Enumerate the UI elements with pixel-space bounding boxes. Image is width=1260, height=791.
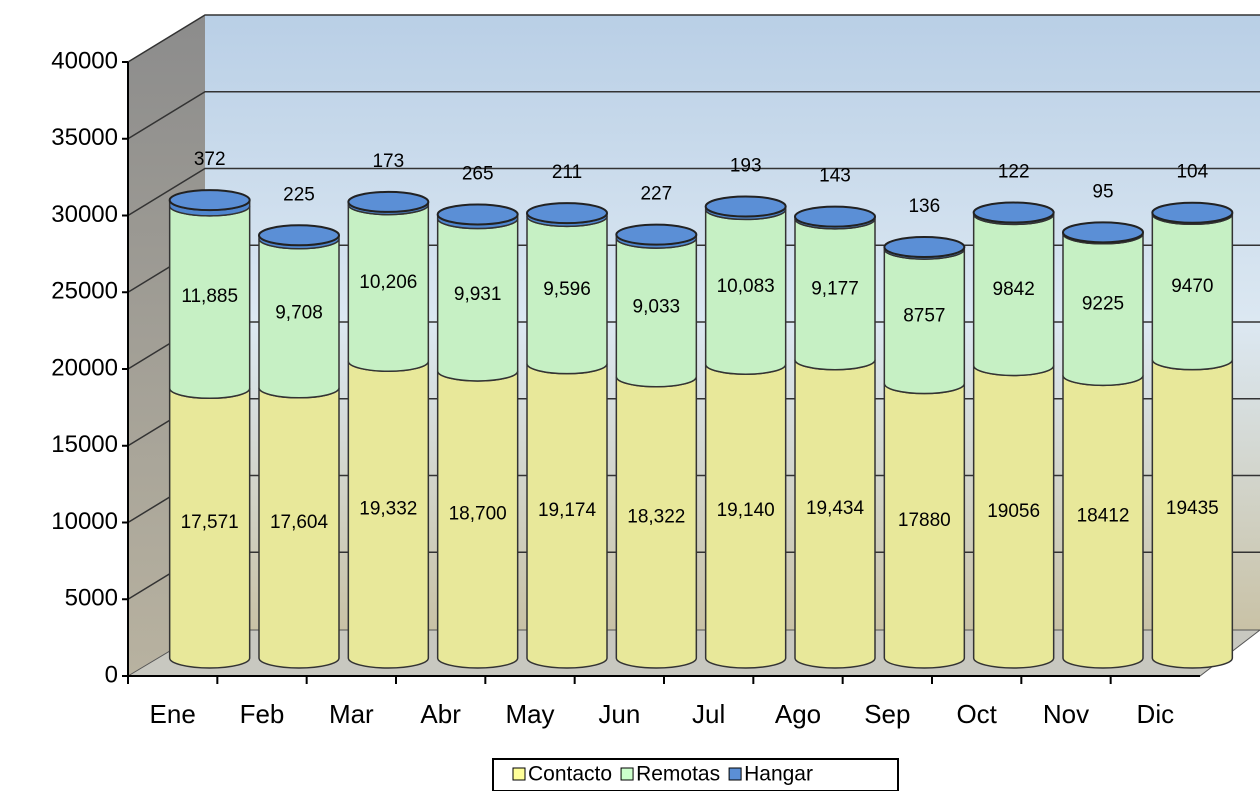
bar-cap — [972, 201, 1055, 224]
value-label: 9,177 — [811, 278, 859, 299]
bar-cap — [1062, 221, 1144, 244]
x-tick-label: Nov — [1043, 699, 1089, 729]
value-label: 19056 — [987, 501, 1040, 522]
value-label: 9,596 — [543, 279, 591, 300]
bar-cap — [1151, 201, 1234, 224]
value-label: 95 — [1092, 181, 1113, 202]
bar-cap — [794, 205, 876, 228]
legend-items: Contacto Remotas Hangar — [512, 763, 813, 786]
x-tick-label: Ago — [775, 699, 821, 729]
value-label: 10,083 — [717, 276, 775, 297]
legend-swatch — [728, 767, 742, 781]
y-tick-label: 25000 — [51, 278, 118, 305]
legend-swatch — [512, 767, 526, 781]
value-label: 11,885 — [181, 286, 238, 307]
legend-label: Contacto — [528, 763, 612, 786]
value-label: 10,206 — [359, 272, 417, 293]
y-tick-label: 5000 — [65, 585, 118, 612]
value-label: 9,931 — [454, 284, 502, 305]
y-tick-label: 40000 — [51, 47, 118, 74]
x-tick-label: Jul — [692, 699, 725, 729]
value-label: 193 — [730, 155, 762, 176]
bar-cap — [526, 202, 608, 225]
value-label: 18412 — [1077, 506, 1130, 527]
value-label: 18,700 — [449, 503, 507, 524]
x-tick-label: Ene — [150, 699, 196, 729]
y-tick-label: 10000 — [51, 508, 118, 535]
value-label: 225 — [283, 184, 315, 205]
value-label: 122 — [998, 162, 1030, 183]
bar-cap — [347, 190, 430, 213]
value-label: 143 — [819, 166, 851, 187]
y-tick-label: 0 — [105, 661, 118, 688]
bars — [168, 189, 1234, 669]
value-label: 9842 — [993, 279, 1035, 300]
value-label: 17,604 — [270, 512, 329, 533]
bar-cap — [258, 224, 340, 247]
value-label: 173 — [372, 151, 404, 172]
grid-line — [127, 167, 1260, 217]
value-label: 372 — [194, 149, 226, 170]
value-label: 9470 — [1171, 276, 1213, 297]
grid-line — [127, 91, 1260, 140]
value-label: 9,708 — [275, 302, 323, 323]
value-label: 19,140 — [717, 500, 775, 521]
y-tick-label: 30000 — [51, 201, 118, 228]
value-label: 8757 — [903, 305, 945, 326]
grid-line — [127, 14, 1260, 63]
value-label: 136 — [908, 196, 940, 217]
legend-label: Hangar — [744, 763, 813, 786]
legend-swatch — [620, 767, 634, 781]
x-tick-label: Dic — [1137, 699, 1175, 729]
value-label: 19,174 — [538, 500, 597, 521]
value-label: 265 — [462, 163, 494, 184]
value-label: 211 — [552, 162, 582, 183]
x-tick-label: May — [505, 699, 554, 729]
y-tick-label: 35000 — [51, 124, 118, 151]
bar-cap — [615, 223, 698, 246]
x-tick-label: Mar — [329, 699, 374, 729]
x-tick-label: Abr — [420, 699, 461, 729]
value-label: 19,434 — [806, 498, 865, 519]
x-tick-label: Feb — [240, 699, 285, 729]
x-tick-label: Sep — [864, 699, 910, 729]
value-label: 19,332 — [359, 499, 417, 520]
x-tick-label: Jun — [598, 699, 640, 729]
value-label: 9225 — [1082, 294, 1124, 315]
bar-cap — [704, 195, 787, 218]
value-label: 104 — [1176, 162, 1208, 183]
value-label: 17880 — [898, 510, 951, 531]
value-label: 227 — [640, 184, 672, 205]
bar-cap — [168, 189, 251, 212]
legend-label: Remotas — [636, 763, 720, 786]
bar-cap — [436, 203, 519, 226]
y-tick-label: 20000 — [51, 354, 118, 381]
legend — [492, 758, 899, 791]
x-tick-label: Oct — [956, 699, 997, 729]
value-label: 17,571 — [181, 512, 239, 533]
value-label: 18,322 — [627, 506, 685, 527]
value-label: 19435 — [1166, 498, 1219, 519]
value-label: 9,033 — [633, 296, 681, 317]
bar-cap — [883, 236, 966, 259]
y-tick-label: 15000 — [51, 431, 118, 458]
